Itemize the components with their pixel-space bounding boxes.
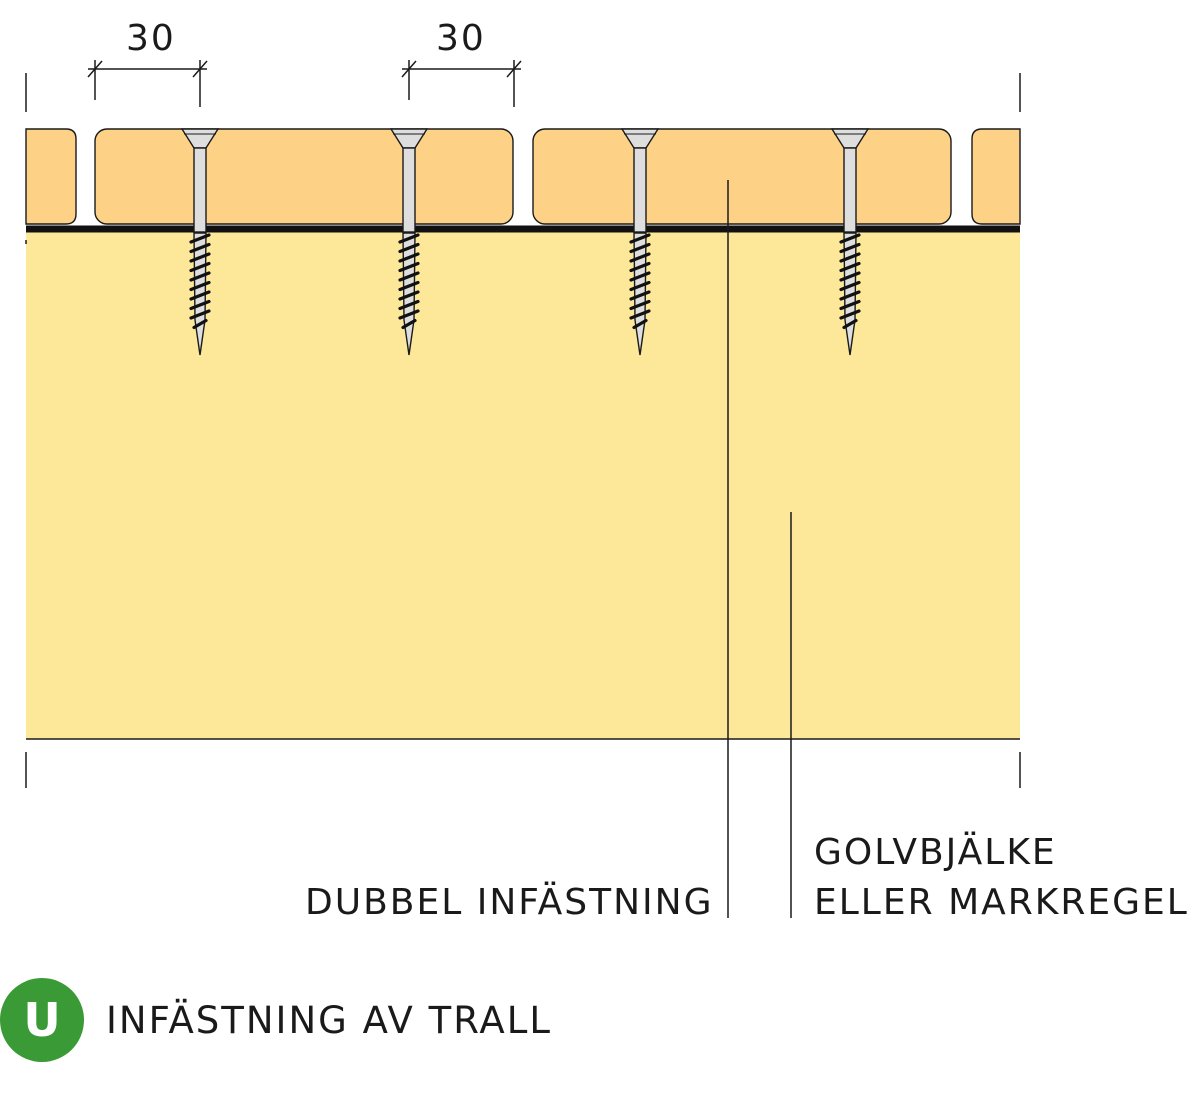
screw-icon xyxy=(830,128,870,356)
label-double-fastening: DUBBEL INFÄSTNING xyxy=(305,882,714,923)
deck-board-right-partial xyxy=(971,128,1021,225)
label-joist-line1: GOLVBJÄLKE xyxy=(814,832,1057,873)
badge-letter: U xyxy=(23,993,61,1047)
category-badge-icon: U xyxy=(0,978,84,1062)
joist xyxy=(26,228,1020,739)
dimension-label-right: 30 xyxy=(436,18,486,59)
screw-icon xyxy=(620,128,660,356)
screw-icon xyxy=(389,128,429,356)
deck-boards xyxy=(25,128,1021,225)
dimension-left xyxy=(87,60,208,107)
screws xyxy=(180,128,870,356)
label-joist-line2: ELLER MARKREGEL xyxy=(814,882,1189,923)
break-lines xyxy=(25,73,1021,788)
screw-icon xyxy=(180,128,220,356)
dimension-label-left: 30 xyxy=(126,18,176,59)
deck-board-2 xyxy=(532,128,952,225)
dimension-right xyxy=(401,60,522,107)
deck-board-1 xyxy=(94,128,514,225)
legend-title: INFÄSTNING AV TRALL xyxy=(106,999,552,1042)
deck-board-left-partial xyxy=(25,128,77,225)
